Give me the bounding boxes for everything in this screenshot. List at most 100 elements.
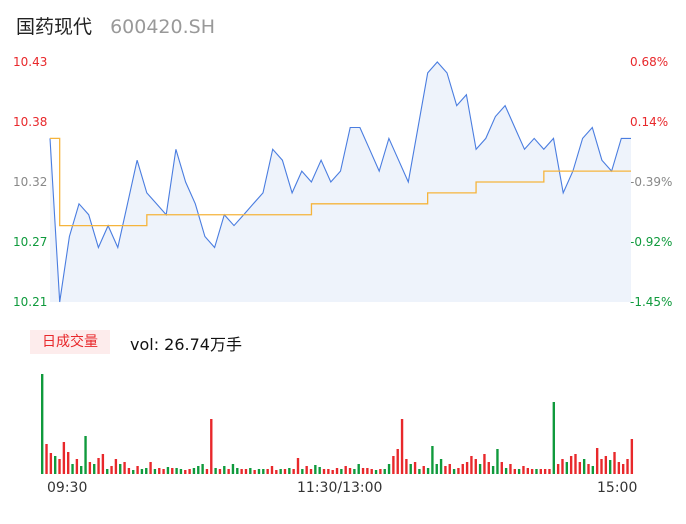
volume-bar: [474, 459, 477, 474]
volume-bar: [88, 462, 92, 474]
volume-bar: [201, 464, 204, 474]
volume-bar: [158, 468, 161, 474]
volume-bar: [348, 468, 352, 474]
volume-bar: [270, 466, 274, 474]
volume-bar: [41, 374, 44, 474]
volume-bar: [275, 470, 278, 474]
volume-badge[interactable]: 日成交量: [30, 330, 110, 354]
pct-label-4: -1.45%: [630, 295, 673, 309]
volume-bar: [75, 459, 79, 474]
volume-bar: [119, 464, 122, 474]
volume-bar: [244, 469, 248, 474]
volume-bar: [422, 466, 425, 474]
volume-bar: [127, 468, 131, 474]
volume-bar: [435, 464, 438, 474]
volume-bar: [192, 468, 196, 474]
volume-bar: [140, 469, 144, 474]
price-label-4: 10.21: [13, 295, 48, 309]
volume-bar: [452, 469, 456, 474]
volume-bar: [561, 459, 564, 474]
volume-bar: [439, 459, 443, 474]
volume-bar: [621, 464, 625, 474]
volume-bar: [418, 469, 421, 474]
stock-name: 国药现代: [16, 16, 93, 38]
volume-bar: [448, 464, 451, 474]
volume-bar: [236, 468, 239, 474]
volume-bar: [578, 462, 582, 474]
volume-readout: vol: 26.74万手: [130, 335, 242, 354]
price-label-3: 10.27: [13, 235, 48, 249]
volume-bar: [84, 436, 87, 474]
volume-bar: [413, 462, 417, 474]
stock-code: 600420.SH: [110, 16, 215, 38]
volume-bar: [517, 469, 521, 474]
volume-bar: [617, 462, 621, 474]
volume-bar: [227, 469, 230, 474]
volume-bar: [149, 462, 152, 474]
volume-bar: [240, 469, 243, 474]
price-label-0: 10.43: [13, 55, 48, 69]
volume-bar: [54, 456, 57, 474]
volume-bar: [613, 452, 616, 474]
price-area: [50, 62, 631, 302]
volume-bar: [123, 462, 126, 474]
volume-bar: [548, 469, 551, 474]
price-label-2: 10.32: [13, 175, 48, 189]
volume-bar: [205, 469, 209, 474]
volume-bar: [249, 468, 252, 474]
volume-bar: [301, 469, 304, 474]
volume-bar: [262, 469, 265, 474]
volume-bar: [366, 468, 369, 474]
volume-bar: [409, 464, 412, 474]
time-label-close: 15:00: [597, 480, 638, 496]
volume-bar: [357, 464, 360, 474]
volume-bar: [353, 469, 356, 474]
volume-bar: [405, 459, 408, 474]
volume-bar: [327, 469, 330, 474]
time-label-noon: 11:30/13:00: [297, 480, 383, 496]
volume-bar: [444, 466, 447, 474]
volume-bar: [305, 466, 308, 474]
volume-bar: [309, 469, 313, 474]
volume-bar: [509, 464, 512, 474]
volume-bar: [210, 419, 213, 474]
volume-bar: [539, 469, 542, 474]
volume-bar: [171, 468, 174, 474]
volume-bar: [58, 459, 61, 474]
volume-bar: [253, 470, 256, 474]
volume-bar: [361, 468, 365, 474]
stock-title: 国药现代 600420.SH: [16, 12, 215, 39]
volume-bar: [431, 446, 434, 474]
volume-bar: [218, 469, 222, 474]
volume-bar: [535, 469, 538, 474]
volume-bar: [630, 439, 634, 474]
volume-bar: [314, 465, 317, 474]
pct-label-3: -0.92%: [630, 235, 673, 249]
volume-bar: [179, 469, 183, 474]
time-label-open: 09:30: [47, 480, 88, 496]
volume-bar: [49, 453, 53, 474]
volume-bar: [318, 467, 321, 474]
volume-bar: [582, 459, 586, 474]
volume-bar: [288, 468, 291, 474]
volume-bar: [145, 468, 148, 474]
volume-bar: [426, 468, 430, 474]
volume-bar: [496, 449, 499, 474]
volume-bar: [465, 462, 469, 474]
volume-bar: [97, 458, 100, 474]
volume-bar: [93, 464, 96, 474]
volume-bar: [166, 467, 170, 474]
volume-bar: [188, 469, 191, 474]
volume-bar: [461, 464, 464, 474]
volume-bar: [530, 469, 534, 474]
volume-bar: [45, 444, 48, 474]
volume-bar: [283, 469, 287, 474]
volume-bar: [504, 468, 508, 474]
volume-bar: [231, 464, 235, 474]
price-label-1: 10.38: [13, 115, 48, 129]
volume-bar: [197, 466, 200, 474]
volume-bar: [114, 459, 118, 474]
volume-bar: [279, 469, 282, 474]
volume-bar: [483, 454, 486, 474]
